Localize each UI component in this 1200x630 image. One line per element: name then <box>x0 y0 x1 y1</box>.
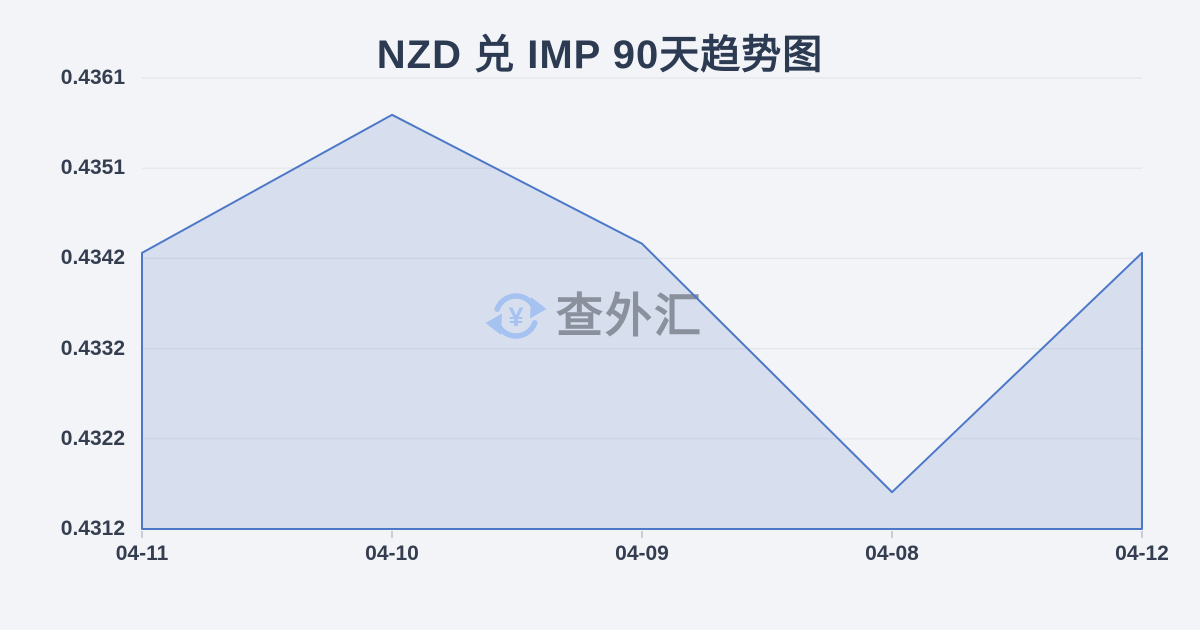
y-axis-label: 0.4332 <box>60 336 125 360</box>
x-axis-label: 04-09 <box>615 542 669 565</box>
watermark: ¥ 查外汇 <box>485 289 703 342</box>
y-axis-label: 0.4312 <box>60 517 125 540</box>
yuan-symbol: ¥ <box>508 302 523 332</box>
y-axis-label: 0.4351 <box>60 156 125 180</box>
x-axis-label: 04-11 <box>115 542 169 565</box>
watermark-brand: 查外汇 <box>556 289 703 342</box>
chart-title: NZD 兑 IMP 90天趋势图 <box>376 33 824 77</box>
y-axis-label: 0.4322 <box>60 426 125 450</box>
y-axis-label: 0.4361 <box>60 66 125 89</box>
x-axis-label: 04-12 <box>1115 542 1169 565</box>
area-fill <box>142 114 1142 529</box>
x-axis-label: 04-08 <box>865 542 919 565</box>
trend-line <box>141 113 1143 530</box>
x-axis-label: 04-10 <box>365 542 419 565</box>
currency-exchange-icon: ¥ <box>485 293 547 339</box>
y-axis-label: 0.4342 <box>60 246 125 270</box>
